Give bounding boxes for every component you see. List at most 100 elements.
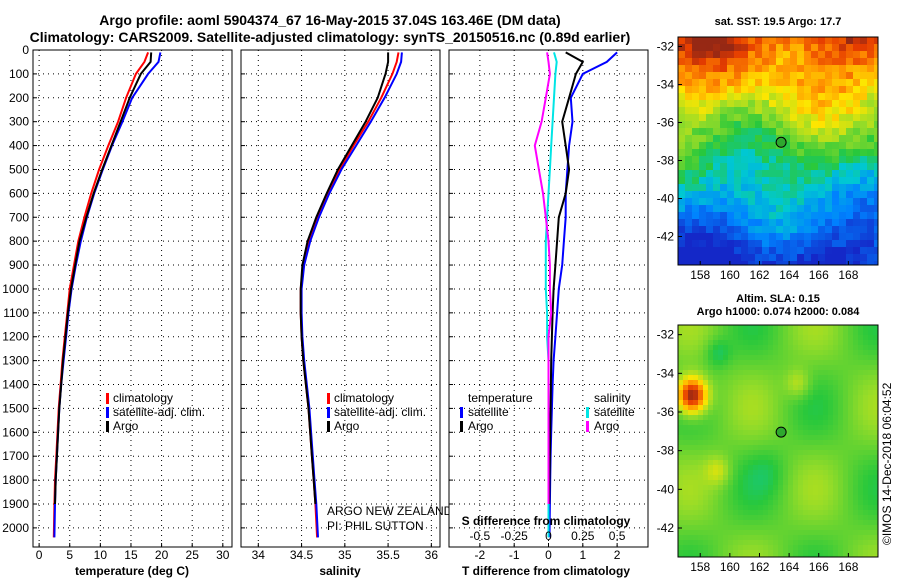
- map-cell: [748, 515, 753, 520]
- map-cell: [738, 335, 743, 340]
- map-cell: [753, 545, 758, 550]
- map-cell: [843, 525, 848, 530]
- map-cell: [868, 505, 873, 510]
- map-cell: [808, 495, 813, 500]
- map-cell: [723, 405, 728, 410]
- map-cell: [769, 121, 776, 128]
- map-cell: [838, 370, 843, 375]
- map-cell: [867, 135, 874, 142]
- y-tick-label: 0: [22, 43, 29, 57]
- map-cell: [863, 330, 868, 335]
- map-cell: [699, 261, 706, 265]
- map-cell: [808, 520, 813, 525]
- map-cell: [762, 37, 769, 44]
- map-cell: [743, 520, 748, 525]
- map-cell: [825, 156, 832, 163]
- map-cell: [688, 440, 693, 445]
- map-cell: [741, 170, 748, 177]
- map-cell: [808, 490, 813, 495]
- map-cell: [723, 465, 728, 470]
- map-cell: [798, 335, 803, 340]
- map-cell: [843, 345, 848, 350]
- map-cell: [797, 51, 804, 58]
- map-cell: [773, 365, 778, 370]
- map-cell: [833, 525, 838, 530]
- map-cell: [683, 550, 688, 555]
- map-cell: [720, 219, 727, 226]
- map-cell: [753, 390, 758, 395]
- map-cell: [763, 350, 768, 355]
- map-cell: [748, 219, 755, 226]
- map-cell: [768, 475, 773, 480]
- map-cell: [706, 163, 713, 170]
- map-cell: [758, 555, 763, 557]
- map-cell: [685, 247, 692, 254]
- map-cell: [848, 345, 853, 350]
- map-cell: [778, 460, 783, 465]
- y-tick-label: 1100: [3, 306, 29, 320]
- map-cell: [848, 405, 853, 410]
- map-cell: [728, 425, 733, 430]
- map-cell: [803, 545, 808, 550]
- map-cell: [828, 365, 833, 370]
- map-cell: [833, 355, 838, 360]
- map-cell: [839, 247, 846, 254]
- map-cell: [823, 540, 828, 545]
- map-cell: [743, 390, 748, 395]
- map-cell: [828, 520, 833, 525]
- map-cell: [783, 505, 788, 510]
- map-cell: [699, 142, 706, 149]
- map-cell: [703, 555, 708, 557]
- map-cell: [692, 247, 699, 254]
- map-cell: [797, 170, 804, 177]
- map-cell: [797, 156, 804, 163]
- map-y-tick-label: -34: [657, 366, 675, 380]
- map-cell: [788, 485, 793, 490]
- map-cell: [768, 425, 773, 430]
- map-cell: [868, 435, 873, 440]
- map-cell: [838, 415, 843, 420]
- map-cell: [769, 100, 776, 107]
- map-cell: [693, 370, 698, 375]
- map-cell: [688, 350, 693, 355]
- map-cell: [776, 128, 783, 135]
- map-cell: [758, 385, 763, 390]
- map-cell: [678, 440, 683, 445]
- map-cell: [808, 555, 813, 557]
- map-cell: [783, 545, 788, 550]
- map-cell: [773, 540, 778, 545]
- map-cell: [823, 545, 828, 550]
- map-cell: [839, 212, 846, 219]
- map-cell: [692, 219, 699, 226]
- map-cell: [843, 360, 848, 365]
- map-cell: [798, 480, 803, 485]
- map-cell: [727, 37, 734, 44]
- map-cell: [699, 86, 706, 93]
- legend-swatch-climatology: [106, 393, 109, 404]
- map-cell: [698, 450, 703, 455]
- map-cell: [858, 540, 863, 545]
- map-cell: [838, 410, 843, 415]
- map-cell: [755, 37, 762, 44]
- map-cell: [743, 495, 748, 500]
- map-cell: [853, 170, 860, 177]
- map-cell: [811, 72, 818, 79]
- map-cell: [758, 415, 763, 420]
- map-cell: [858, 545, 863, 550]
- map-cell: [693, 380, 698, 385]
- map-cell: [811, 149, 818, 156]
- map-cell: [874, 254, 878, 261]
- map-cell: [768, 410, 773, 415]
- map-cell: [818, 375, 823, 380]
- map-cell: [692, 212, 699, 219]
- map-cell: [685, 212, 692, 219]
- map-cell: [708, 385, 713, 390]
- map-cell: [797, 261, 804, 265]
- map-cell: [708, 370, 713, 375]
- map-cell: [773, 325, 778, 330]
- map-cell: [838, 490, 843, 495]
- legend-label-satellite: satellite-adj. clim.: [334, 405, 426, 419]
- map-cell: [860, 233, 867, 240]
- map-cell: [768, 490, 773, 495]
- map-cell: [753, 395, 758, 400]
